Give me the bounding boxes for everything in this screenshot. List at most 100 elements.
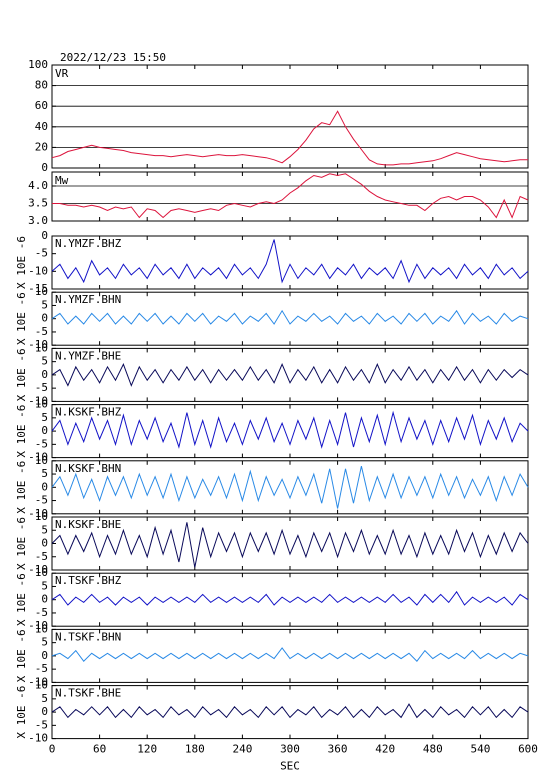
y-tick-label: 0 [41,368,48,381]
y-axis-label: X 10E -6 [15,461,28,514]
y-tick-label: -5 [35,606,48,619]
y-tick-label: 5 [41,692,48,705]
panel-label: Mw [55,174,69,187]
y-tick-label: 0 [41,705,48,718]
y-tick-label: -5 [35,662,48,675]
y-tick-label: 10 [35,454,48,467]
trace [51,239,529,284]
y-tick-label: -10 [28,451,48,464]
y-axis-label: X 10E -6 [15,686,28,739]
y-tick-label: -5 [35,718,48,731]
y-axis-label: X 10E -6 [15,573,28,626]
panel-frame [51,628,529,683]
y-tick-label: 10 [35,285,48,298]
trace [51,590,529,606]
y-tick-label: 100 [28,58,48,71]
y-tick-label: -10 [28,264,48,277]
y-tick-label: 40 [35,120,48,133]
panel-frame [51,171,529,222]
y-axis-label: X 10E -6 [15,405,28,458]
panel-frame [51,460,529,515]
trace [51,522,529,568]
y-tick-label: 60 [35,99,48,112]
panel-frame [51,572,529,627]
series-name: N.KSKF.BHE [55,518,121,531]
y-tick-label: -5 [35,550,48,563]
trace [51,110,528,166]
series-name: N.TSKF.BHE [55,687,121,700]
y-tick-label: -10 [28,732,48,745]
series-name: N.KSKF.BHN [55,462,121,475]
panel-frame [51,516,529,571]
y-tick-label: 0 [41,161,48,174]
series-name: N.YMZF.BHN [55,293,121,306]
x-tick-label: 300 [280,743,300,756]
y-tick-label: -10 [28,338,48,351]
y-tick-label: 5 [41,636,48,649]
y-tick-label: 10 [35,679,48,692]
trace [51,410,529,449]
y-tick-label: 10 [35,341,48,354]
x-tick-label: 480 [423,743,443,756]
y-tick-label: -10 [28,394,48,407]
y-tick-label: -5 [35,437,48,450]
x-axis-label: SEC [280,760,300,773]
y-tick-label: 5 [41,467,48,480]
x-tick-label: 600 [518,743,538,756]
y-tick-label: 10 [35,566,48,579]
y-tick-label: 0 [41,649,48,662]
trace [51,363,529,387]
y-axis-label: X 10E -6 [15,236,28,289]
y-tick-label: 80 [35,79,48,92]
y-tick-label: 0 [41,480,48,493]
y-tick-label: 5 [41,355,48,368]
y-tick-label: 0 [41,593,48,606]
y-tick-label: 0 [41,537,48,550]
y-tick-label: 10 [35,398,48,411]
series-name: N.TSKF.BHZ [55,574,122,587]
y-tick-label: 20 [35,140,48,153]
y-tick-label: 3.0 [28,214,48,227]
y-axis-label: X 10E -6 [15,629,28,682]
y-tick-label: 5 [41,298,48,311]
y-tick-label: -5 [35,247,48,260]
x-tick-label: 120 [137,743,157,756]
x-tick-label: 540 [470,743,490,756]
y-tick-label: -10 [28,507,48,520]
y-tick-label: 0 [41,312,48,325]
panel-frame [51,347,529,402]
x-tick-label: 0 [49,743,56,756]
y-tick-label: 5 [41,523,48,536]
panel-frame [51,685,529,740]
y-tick-label: 10 [35,510,48,523]
y-tick-label: -5 [35,325,48,338]
x-tick-label: 240 [232,743,252,756]
series-name: N.YMZF.BHZ [55,237,122,250]
trace [51,309,529,325]
trace [51,647,529,662]
series-name: N.KSKF.BHZ [55,406,122,419]
y-tick-label: -10 [28,619,48,632]
y-axis-label: X 10E -6 [15,292,28,345]
panel-frame [51,404,529,459]
series-name: N.TSKF.BHN [55,630,121,643]
panel-frame [51,235,529,290]
y-tick-label: 0 [41,424,48,437]
x-tick-label: 180 [185,743,205,756]
y-axis-label: X 10E -6 [15,348,28,401]
chart-title: 2022/12/23 15:50 [60,51,166,64]
y-tick-label: 10 [35,622,48,635]
x-tick-label: 360 [328,743,348,756]
y-tick-label: 0 [41,229,48,242]
y-tick-label: -10 [28,563,48,576]
x-tick-label: 60 [93,743,106,756]
panel-frame [51,291,529,346]
x-tick-label: 420 [375,743,395,756]
panel-label: VR [55,67,69,80]
y-tick-label: 4.0 [28,179,48,192]
y-tick-label: -15 [28,282,48,295]
y-axis-label: X 10E -6 [15,517,28,570]
y-tick-label: 3.5 [28,197,48,210]
trace [52,173,529,219]
